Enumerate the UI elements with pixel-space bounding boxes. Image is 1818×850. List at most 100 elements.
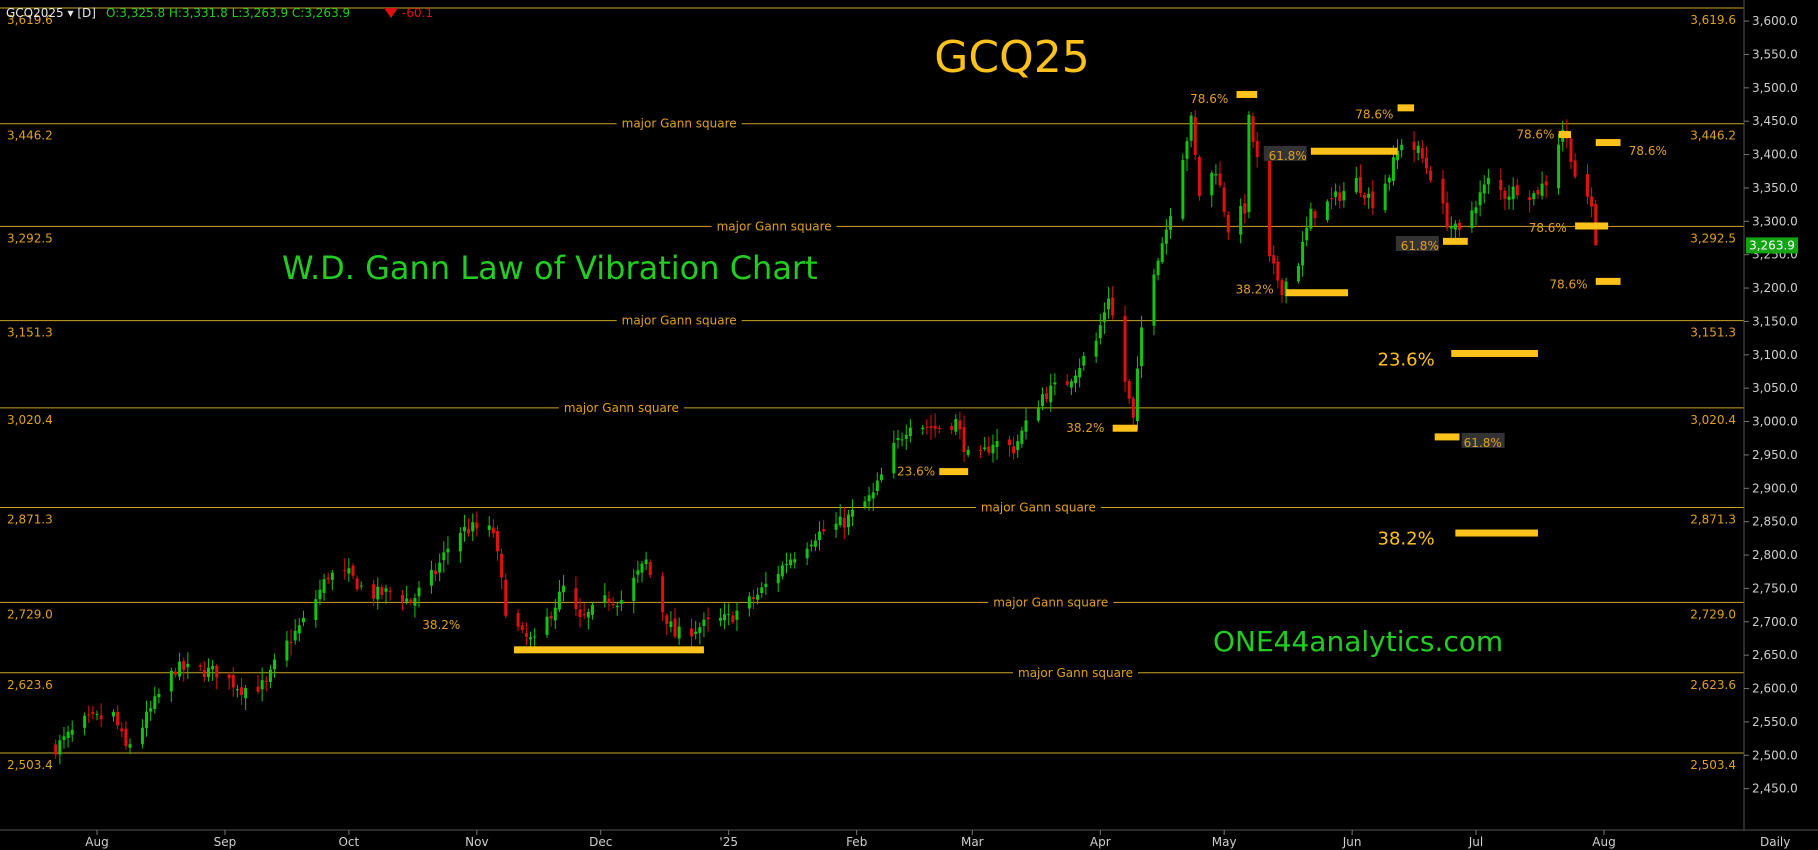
fib-bar xyxy=(1595,139,1621,147)
candle-body xyxy=(1127,381,1131,399)
level-label-left: 2,871.3 xyxy=(7,512,53,526)
candle-body xyxy=(244,687,248,699)
candle-body xyxy=(1396,150,1400,161)
candle-body xyxy=(1313,211,1317,219)
candle-body xyxy=(1457,222,1461,230)
candle-body xyxy=(83,715,87,728)
candle-body xyxy=(351,565,355,576)
y-tick-label: 2,650.0 xyxy=(1752,648,1798,662)
price-axis[interactable]: 2,450.0 2,500.0 2,550.0 2,600.0 2,650.0 2,700… xyxy=(1743,0,1798,830)
candle-body xyxy=(727,613,731,615)
candle-body xyxy=(112,711,116,717)
fib-bar xyxy=(514,646,704,654)
candle-body xyxy=(372,584,376,599)
candle-body xyxy=(429,569,433,586)
candle-body xyxy=(1185,141,1189,159)
candle-body xyxy=(562,585,566,593)
candle-body xyxy=(1016,441,1020,451)
candle-body xyxy=(314,599,318,621)
candle-body xyxy=(793,559,797,563)
candle-body xyxy=(723,614,727,621)
x-tick-label: Jun xyxy=(1342,835,1362,849)
candle-body xyxy=(1449,226,1453,229)
symbol-label[interactable]: GCQ2025 ▾ [D] xyxy=(6,6,96,20)
level-label-right: 3,619.6 xyxy=(1690,13,1736,27)
fib-label: 78.6% xyxy=(1355,108,1393,122)
candle-body xyxy=(388,590,392,593)
candle-body xyxy=(1210,172,1214,196)
x-tick-label: Apr xyxy=(1090,835,1111,849)
candle-body xyxy=(1453,223,1457,230)
time-axis[interactable]: Aug Sep Oct Nov Dec '25 Feb Mar Apr May Jun Jul Aug xyxy=(0,829,1818,849)
candle-body xyxy=(1338,192,1342,201)
candle-body xyxy=(871,492,875,499)
candle-body xyxy=(1429,170,1433,181)
candle-body xyxy=(962,427,966,453)
candle-body xyxy=(297,625,301,634)
candle-body xyxy=(718,617,722,621)
gann-square-label-bg xyxy=(975,500,1101,515)
candle-body xyxy=(1049,385,1053,403)
candle-body xyxy=(91,712,95,714)
gann-square-label: major Gann square xyxy=(717,219,832,233)
candle-body xyxy=(813,540,817,547)
header-bar: GCQ2025 ▾ [D] O:3,325.8 H:3,331.8 L:3,26… xyxy=(6,6,433,20)
candle-body xyxy=(578,609,582,618)
candle-body xyxy=(615,605,619,608)
y-tick-label: 2,600.0 xyxy=(1752,682,1798,696)
change-readout: -60.1 xyxy=(402,6,433,20)
candle-body xyxy=(1371,191,1375,209)
candle-body xyxy=(1243,203,1247,214)
candle-body xyxy=(863,501,867,507)
candle-body xyxy=(376,586,380,600)
candle-body xyxy=(1140,327,1144,367)
candle-body xyxy=(1024,420,1028,432)
candle-body xyxy=(533,636,537,638)
candle-body xyxy=(1309,208,1313,229)
y-tick-label: 2,950.0 xyxy=(1752,448,1798,462)
candle-body xyxy=(995,440,999,447)
level-label-left: 2,729.0 xyxy=(7,607,53,621)
y-tick-label: 3,350.0 xyxy=(1752,181,1798,195)
candle-body xyxy=(446,548,450,553)
candle-body xyxy=(1094,340,1098,357)
fib-label: 38.2% xyxy=(1066,421,1104,435)
level-label-right: 3,151.3 xyxy=(1690,326,1736,340)
interval-label[interactable]: Daily xyxy=(1760,835,1790,849)
candle-body xyxy=(603,595,607,603)
candle-body xyxy=(590,605,594,615)
chart-subtitle: W.D. Gann Law of Vibration Chart xyxy=(282,249,818,287)
candle-body xyxy=(1387,177,1391,183)
y-tick-label: 3,050.0 xyxy=(1752,381,1798,395)
candle-body xyxy=(178,661,182,677)
candle-body xyxy=(879,474,883,481)
candle-body xyxy=(462,526,466,532)
candle-body xyxy=(405,598,409,602)
fib-bar xyxy=(1310,147,1398,155)
candle-body xyxy=(1363,194,1367,199)
gann-square-label: major Gann square xyxy=(622,314,737,328)
candle-body xyxy=(1585,174,1589,197)
candle-body xyxy=(475,522,479,529)
candle-body xyxy=(1358,176,1362,194)
candle-body xyxy=(116,711,120,726)
candle-body xyxy=(140,727,144,744)
candle-body xyxy=(954,419,958,432)
y-tick-label: 3,150.0 xyxy=(1752,314,1798,328)
candle-body xyxy=(1301,241,1305,266)
gann-square-label: major Gann square xyxy=(622,117,737,131)
fib-bar xyxy=(1397,104,1415,112)
gann-square-label: major Gann square xyxy=(564,401,679,415)
candle-body xyxy=(785,564,789,566)
candle-body xyxy=(842,517,846,528)
candle-body xyxy=(384,588,388,592)
candle-body xyxy=(702,619,706,626)
candle-body xyxy=(227,674,231,679)
candle-body xyxy=(1152,274,1156,326)
candle-body xyxy=(62,736,66,740)
candle-body xyxy=(529,637,533,640)
candle-body xyxy=(764,583,768,587)
candle-body xyxy=(838,516,842,526)
